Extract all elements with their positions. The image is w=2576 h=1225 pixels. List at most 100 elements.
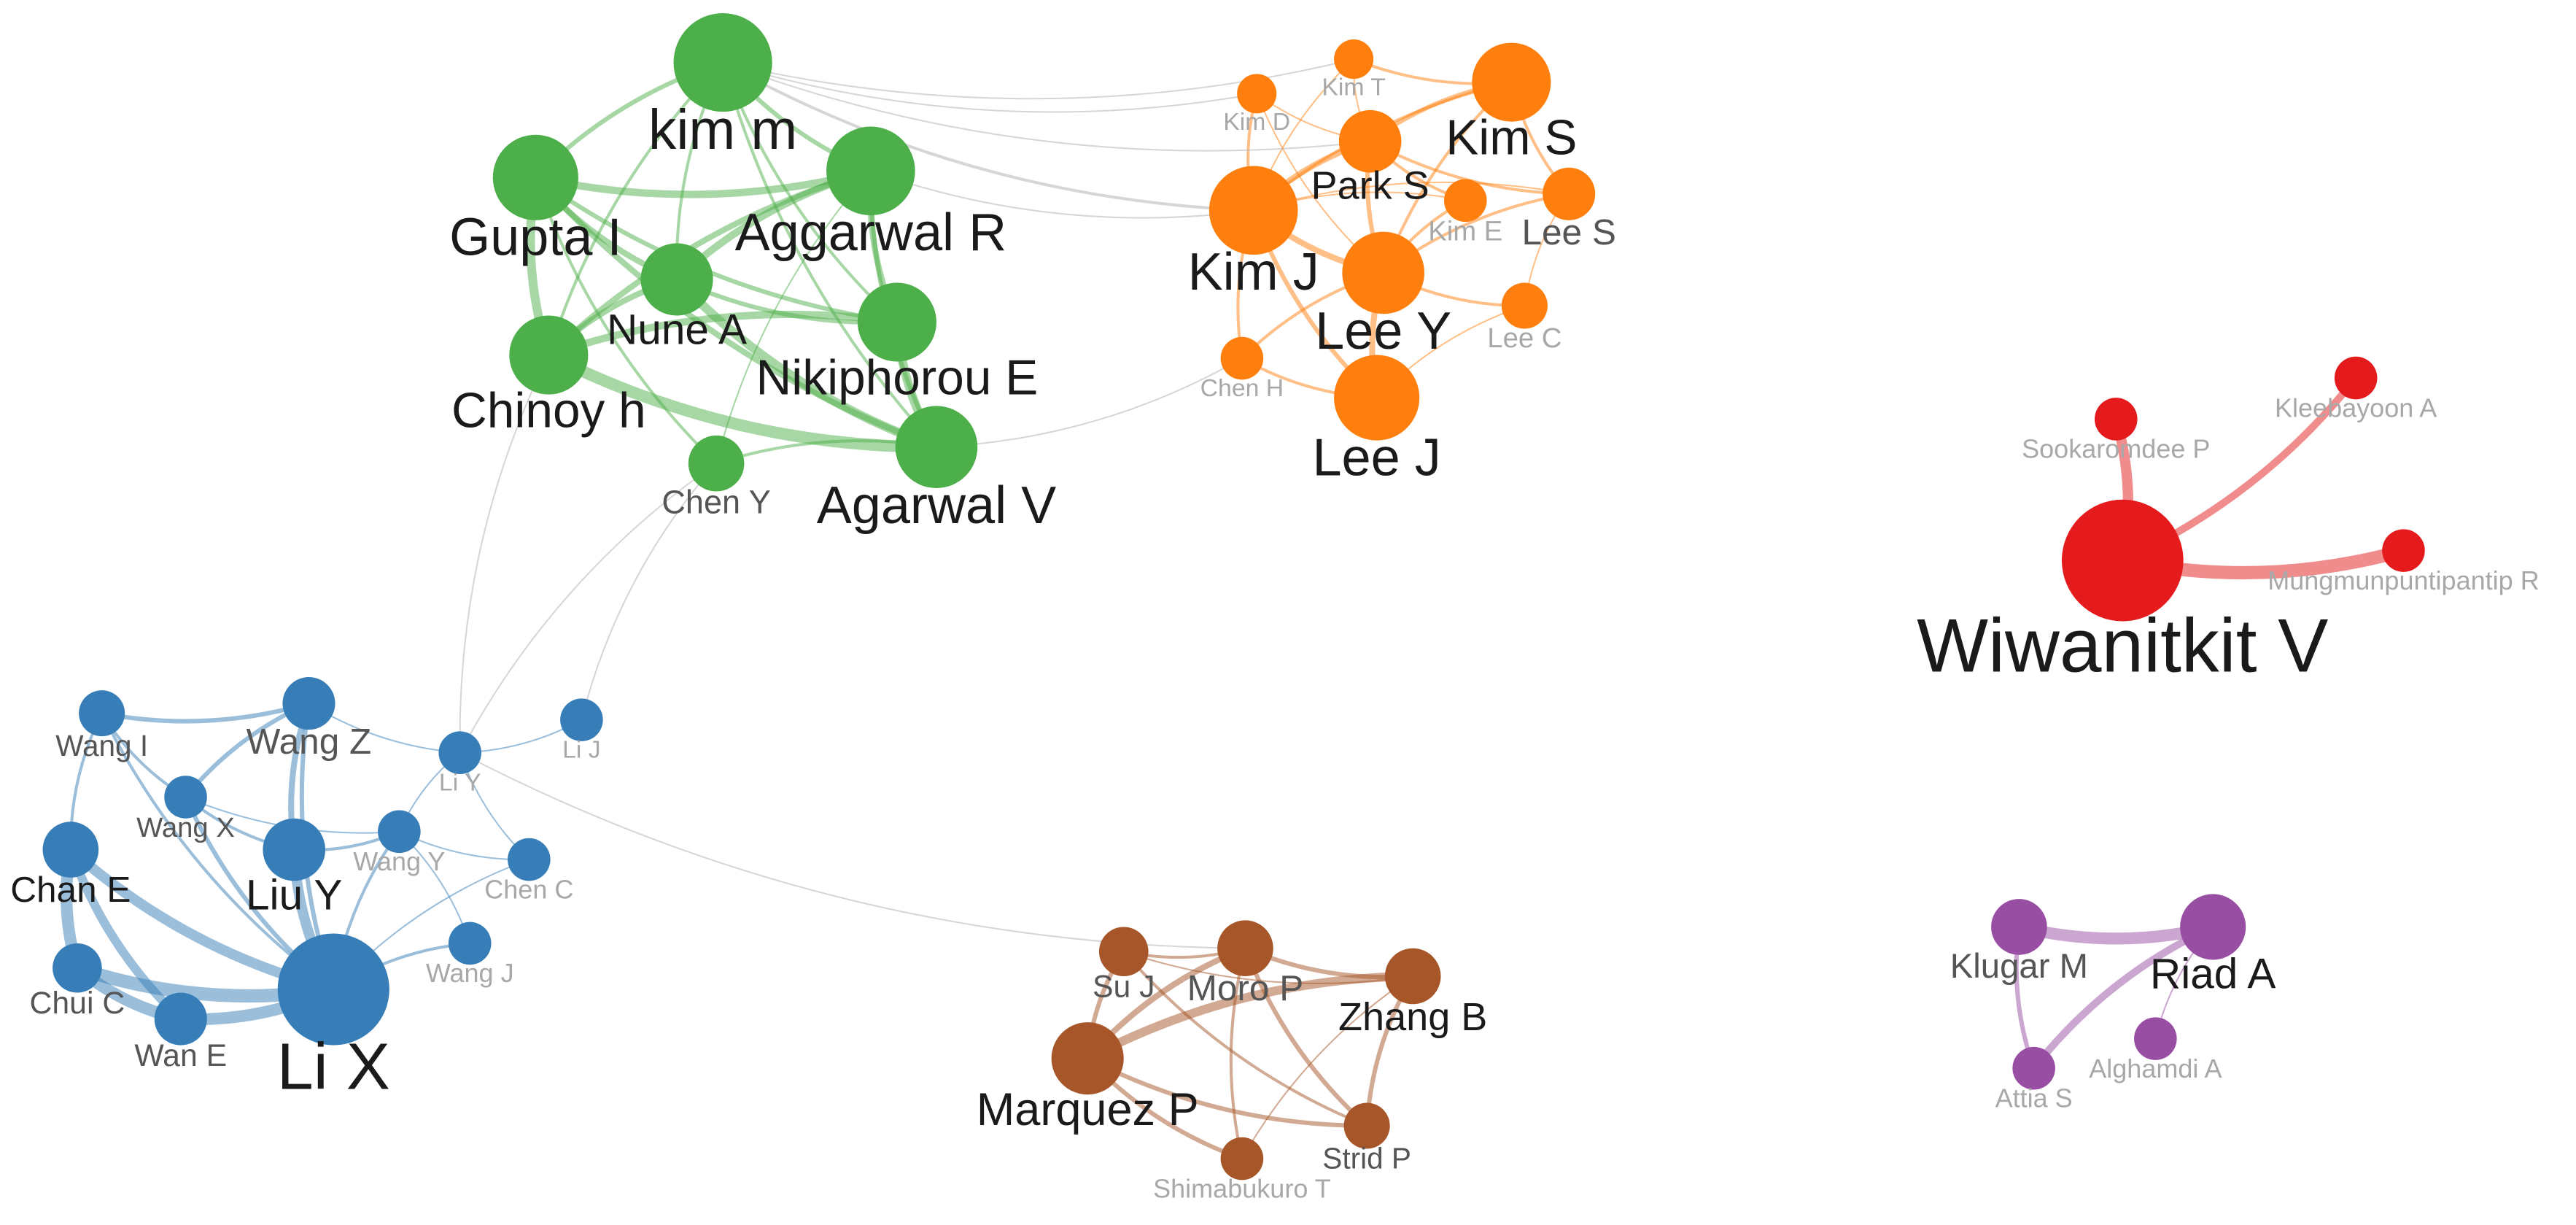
- node: [2382, 529, 2425, 572]
- node-label: Liu Y: [246, 871, 342, 919]
- node: [378, 810, 421, 854]
- node: [164, 776, 207, 819]
- node-label: Attia S: [1995, 1083, 2073, 1113]
- node: [508, 838, 551, 881]
- node-label: Mungmunpuntipantip R: [2267, 565, 2540, 595]
- node: [673, 13, 772, 112]
- node-label: Marquez P: [977, 1084, 1199, 1135]
- edge: [721, 61, 938, 449]
- node: [560, 698, 603, 741]
- node-label: Wang Y: [353, 846, 445, 876]
- edge: [869, 170, 1254, 219]
- node: [1098, 927, 1149, 977]
- node: [2334, 356, 2378, 400]
- node: [1220, 1137, 1264, 1180]
- node-label: Park S: [1311, 163, 1429, 207]
- node-label: Kim E: [1428, 216, 1502, 247]
- node: [438, 731, 481, 774]
- node-label: Sookaromdee P: [2022, 434, 2210, 464]
- node-label: Chan E: [10, 869, 131, 910]
- node-label: Wan E: [134, 1038, 227, 1073]
- node: [53, 943, 102, 993]
- node: [1343, 1102, 1390, 1149]
- node-label: Li X: [277, 1029, 390, 1103]
- edge: [1122, 951, 1414, 984]
- edge: [534, 176, 718, 465]
- node: [154, 992, 207, 1046]
- node: [640, 243, 713, 316]
- node-label: Chen Y: [662, 483, 770, 520]
- node: [1991, 899, 2047, 955]
- node-label: Li Y: [439, 768, 481, 796]
- node: [1334, 39, 1374, 80]
- edge: [459, 751, 1246, 949]
- node-label: Nikiphorou E: [756, 350, 1038, 405]
- node: [688, 435, 745, 492]
- node-label: Wiwanitkit V: [1917, 603, 2328, 687]
- node-label: Agarwal V: [817, 476, 1057, 535]
- node-label: Strid P: [1322, 1141, 1411, 1175]
- node: [895, 406, 978, 489]
- edge: [459, 354, 550, 754]
- node: [1501, 282, 1548, 329]
- edge: [935, 358, 1243, 448]
- edge: [721, 61, 1255, 212]
- edge: [545, 310, 901, 359]
- node: [42, 822, 99, 878]
- node-label: Kim J: [1188, 243, 1319, 301]
- edge: [1083, 971, 1418, 1063]
- node-label: Aggarwal R: [735, 204, 1007, 262]
- node-label: Shimabukuro T: [1153, 1173, 1331, 1203]
- node-label: Alghamdi A: [2089, 1054, 2222, 1083]
- node-label: Kim D: [1223, 108, 1290, 136]
- node: [263, 818, 326, 881]
- node: [1472, 42, 1551, 122]
- node-label: Chinoy h: [451, 383, 646, 438]
- node-label: Zhang B: [1338, 995, 1487, 1039]
- node: [1384, 948, 1441, 1005]
- node-label: Wang J: [426, 958, 514, 988]
- node: [1443, 179, 1487, 223]
- node: [826, 126, 915, 216]
- node-label: Gupta I: [449, 209, 621, 267]
- node-label: Chui C: [29, 986, 125, 1021]
- node-label: Wang I: [55, 729, 148, 762]
- node: [1237, 74, 1277, 114]
- node: [277, 933, 389, 1046]
- node: [1342, 231, 1424, 314]
- edge: [99, 701, 311, 724]
- node-label: Nune A: [607, 306, 747, 353]
- node: [448, 921, 492, 965]
- edge: [1122, 950, 1369, 1128]
- node: [2012, 1046, 2055, 1090]
- edge: [672, 274, 942, 452]
- node: [79, 690, 125, 737]
- node: [282, 677, 335, 730]
- node: [509, 315, 589, 395]
- node: [2095, 398, 2138, 441]
- edge: [722, 61, 1258, 113]
- edge: [459, 463, 718, 754]
- edge: [1085, 1056, 1370, 1129]
- node-label: kim m: [648, 99, 797, 161]
- node-label: Chen H: [1200, 374, 1284, 402]
- node-label: Su J: [1093, 969, 1155, 1004]
- node-label: Wang Z: [247, 721, 372, 762]
- node: [1334, 355, 1420, 441]
- node-label: Lee C: [1487, 322, 1561, 354]
- edge: [715, 170, 872, 465]
- node: [2180, 894, 2246, 960]
- node: [2061, 499, 2184, 622]
- node: [492, 134, 578, 220]
- node-label: Chen C: [484, 874, 573, 904]
- node-label: Kim S: [1446, 111, 1577, 166]
- node: [2134, 1017, 2177, 1060]
- node: [1338, 109, 1402, 173]
- nodes: [42, 13, 2425, 1180]
- edge: [543, 349, 943, 453]
- edge: [1243, 946, 1370, 1129]
- node-label: Klugar M: [1950, 947, 2088, 986]
